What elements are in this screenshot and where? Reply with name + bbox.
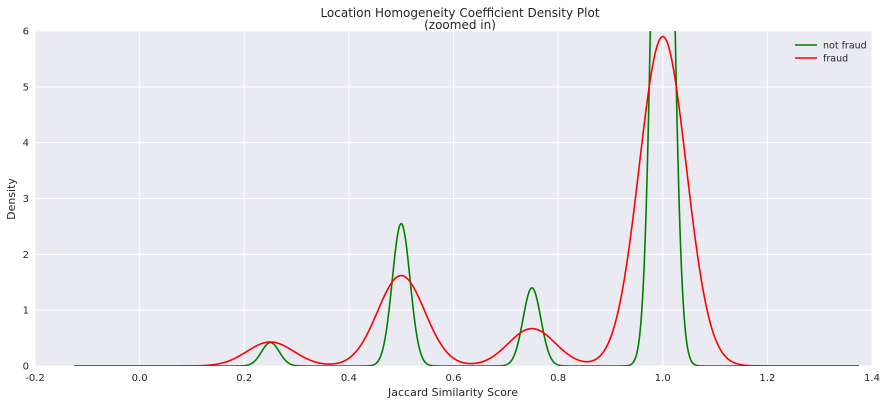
x-tick-labels: -0.2 0.0 0.2 0.4 0.6 0.8 1.0 1.2 1.4	[25, 373, 880, 384]
y-tick-label: 1	[23, 306, 29, 317]
y-tick-labels: 0 1 2 3 4 5 6	[23, 27, 29, 373]
x-tick-label: 1.0	[655, 373, 671, 384]
series-line-fraud	[74, 35, 859, 366]
legend: not fraud fraud	[795, 41, 867, 65]
x-tick-label: 0.2	[236, 373, 252, 384]
y-tick-label: 2	[23, 250, 29, 261]
x-tick-label: 0.8	[550, 373, 566, 384]
x-tick-label: 1.2	[759, 373, 775, 384]
y-tick-label: 4	[23, 138, 29, 149]
x-tick-label: -0.2	[25, 373, 45, 384]
x-tick-label: 1.4	[864, 373, 880, 384]
y-tick-label: 5	[23, 82, 29, 93]
y-axis-label: Density	[5, 178, 18, 220]
x-tick-label: 0.4	[341, 373, 357, 384]
chart-title: Location Homogeneity Coefficient Density…	[320, 6, 599, 20]
chart-subtitle: (zoomed in)	[424, 18, 496, 32]
x-axis-label: Jaccard Similarity Score	[387, 386, 518, 399]
y-tick-label: 0	[23, 362, 29, 373]
x-tick-label: 0.6	[446, 373, 462, 384]
x-tick-label: 0.0	[132, 373, 148, 384]
y-tick-label: 3	[23, 194, 29, 205]
y-tick-label: 6	[23, 27, 29, 38]
legend-label-fraud: fraud	[823, 54, 848, 65]
series-lines	[74, 31, 859, 366]
legend-label-not-fraud: not fraud	[823, 41, 867, 52]
